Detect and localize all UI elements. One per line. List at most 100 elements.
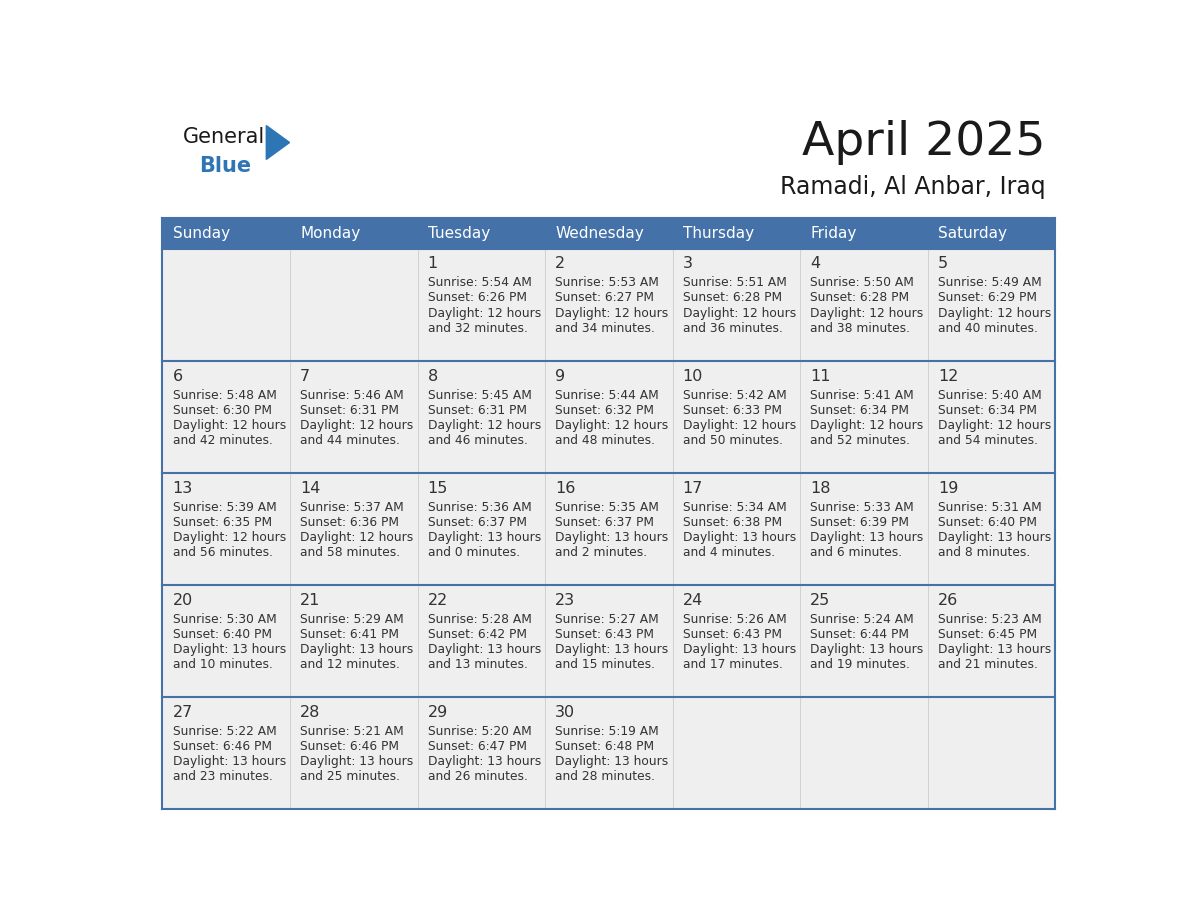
- Text: Sunrise: 5:41 AM: Sunrise: 5:41 AM: [810, 388, 914, 401]
- Text: Ramadi, Al Anbar, Iraq: Ramadi, Al Anbar, Iraq: [781, 175, 1045, 199]
- Text: and 8 minutes.: and 8 minutes.: [937, 545, 1030, 559]
- Text: Daylight: 13 hours: Daylight: 13 hours: [428, 643, 541, 655]
- Text: Sunset: 6:46 PM: Sunset: 6:46 PM: [301, 740, 399, 753]
- Text: Sunset: 6:31 PM: Sunset: 6:31 PM: [301, 404, 399, 417]
- Text: and 42 minutes.: and 42 minutes.: [172, 433, 272, 447]
- Text: Sunrise: 5:24 AM: Sunrise: 5:24 AM: [810, 613, 914, 626]
- Text: Sunset: 6:33 PM: Sunset: 6:33 PM: [683, 404, 782, 417]
- Text: Sunset: 6:34 PM: Sunset: 6:34 PM: [810, 404, 909, 417]
- Text: Daylight: 12 hours: Daylight: 12 hours: [683, 419, 796, 431]
- Text: Friday: Friday: [810, 226, 857, 241]
- Text: and 28 minutes.: and 28 minutes.: [555, 770, 655, 783]
- Text: Sunrise: 5:48 AM: Sunrise: 5:48 AM: [172, 388, 277, 401]
- Text: 8: 8: [428, 368, 438, 384]
- Bar: [163, 585, 1055, 697]
- Text: Sunrise: 5:42 AM: Sunrise: 5:42 AM: [683, 388, 786, 401]
- Text: Sunset: 6:45 PM: Sunset: 6:45 PM: [937, 628, 1037, 641]
- Text: 2: 2: [555, 256, 565, 272]
- Text: 4: 4: [810, 256, 821, 272]
- Text: and 46 minutes.: and 46 minutes.: [428, 433, 527, 447]
- Text: Sunrise: 5:53 AM: Sunrise: 5:53 AM: [555, 276, 659, 289]
- Text: 10: 10: [683, 368, 703, 384]
- Text: and 4 minutes.: and 4 minutes.: [683, 545, 775, 559]
- Text: Daylight: 13 hours: Daylight: 13 hours: [683, 643, 796, 655]
- Text: Daylight: 12 hours: Daylight: 12 hours: [810, 307, 923, 319]
- Text: Daylight: 13 hours: Daylight: 13 hours: [555, 531, 669, 543]
- Text: and 19 minutes.: and 19 minutes.: [810, 658, 910, 671]
- Text: 26: 26: [937, 593, 958, 608]
- Text: Sunrise: 5:40 AM: Sunrise: 5:40 AM: [937, 388, 1042, 401]
- Text: Sunrise: 5:19 AM: Sunrise: 5:19 AM: [555, 725, 659, 738]
- Bar: [290, 218, 417, 249]
- Text: 27: 27: [172, 705, 192, 720]
- Polygon shape: [266, 126, 290, 160]
- Text: 16: 16: [555, 481, 575, 496]
- Bar: [163, 249, 1055, 361]
- Text: Saturday: Saturday: [937, 226, 1006, 241]
- Text: Daylight: 12 hours: Daylight: 12 hours: [172, 531, 286, 543]
- Text: Thursday: Thursday: [683, 226, 754, 241]
- Text: 28: 28: [301, 705, 321, 720]
- Text: 12: 12: [937, 368, 959, 384]
- Text: Sunrise: 5:23 AM: Sunrise: 5:23 AM: [937, 613, 1042, 626]
- Text: and 36 minutes.: and 36 minutes.: [683, 321, 783, 334]
- Text: Sunset: 6:39 PM: Sunset: 6:39 PM: [810, 516, 909, 529]
- Text: Daylight: 12 hours: Daylight: 12 hours: [810, 419, 923, 431]
- Text: Daylight: 13 hours: Daylight: 13 hours: [683, 531, 796, 543]
- Text: and 2 minutes.: and 2 minutes.: [555, 545, 647, 559]
- Text: Sunset: 6:42 PM: Sunset: 6:42 PM: [428, 628, 526, 641]
- Text: Sunset: 6:36 PM: Sunset: 6:36 PM: [301, 516, 399, 529]
- Text: Blue: Blue: [198, 155, 251, 175]
- Text: Sunset: 6:28 PM: Sunset: 6:28 PM: [683, 292, 782, 305]
- Text: Daylight: 12 hours: Daylight: 12 hours: [301, 419, 413, 431]
- Text: Sunset: 6:26 PM: Sunset: 6:26 PM: [428, 292, 526, 305]
- Text: Sunrise: 5:33 AM: Sunrise: 5:33 AM: [810, 500, 914, 514]
- Text: Daylight: 13 hours: Daylight: 13 hours: [428, 755, 541, 768]
- Text: and 23 minutes.: and 23 minutes.: [172, 770, 272, 783]
- Text: Daylight: 12 hours: Daylight: 12 hours: [683, 307, 796, 319]
- Text: and 25 minutes.: and 25 minutes.: [301, 770, 400, 783]
- Text: Sunrise: 5:50 AM: Sunrise: 5:50 AM: [810, 276, 914, 289]
- Text: Sunset: 6:43 PM: Sunset: 6:43 PM: [555, 628, 655, 641]
- Bar: [801, 218, 928, 249]
- Text: Sunset: 6:29 PM: Sunset: 6:29 PM: [937, 292, 1037, 305]
- Text: Sunrise: 5:30 AM: Sunrise: 5:30 AM: [172, 613, 277, 626]
- Text: General: General: [183, 127, 266, 147]
- Text: Sunrise: 5:21 AM: Sunrise: 5:21 AM: [301, 725, 404, 738]
- Text: and 38 minutes.: and 38 minutes.: [810, 321, 910, 334]
- Text: Daylight: 13 hours: Daylight: 13 hours: [172, 643, 286, 655]
- Text: Sunrise: 5:35 AM: Sunrise: 5:35 AM: [555, 500, 659, 514]
- Text: Daylight: 13 hours: Daylight: 13 hours: [810, 643, 923, 655]
- Text: Daylight: 13 hours: Daylight: 13 hours: [555, 643, 669, 655]
- Text: Sunday: Sunday: [172, 226, 229, 241]
- Text: 18: 18: [810, 481, 830, 496]
- Text: Sunset: 6:47 PM: Sunset: 6:47 PM: [428, 740, 526, 753]
- Text: Tuesday: Tuesday: [428, 226, 489, 241]
- Text: Sunrise: 5:28 AM: Sunrise: 5:28 AM: [428, 613, 531, 626]
- Text: Daylight: 13 hours: Daylight: 13 hours: [555, 755, 669, 768]
- Text: and 40 minutes.: and 40 minutes.: [937, 321, 1037, 334]
- Text: Sunrise: 5:27 AM: Sunrise: 5:27 AM: [555, 613, 659, 626]
- Text: 3: 3: [683, 256, 693, 272]
- Bar: [163, 697, 1055, 810]
- Text: Sunset: 6:34 PM: Sunset: 6:34 PM: [937, 404, 1037, 417]
- Text: Sunrise: 5:36 AM: Sunrise: 5:36 AM: [428, 500, 531, 514]
- Text: and 58 minutes.: and 58 minutes.: [301, 545, 400, 559]
- Text: Daylight: 12 hours: Daylight: 12 hours: [937, 419, 1051, 431]
- Text: Sunset: 6:37 PM: Sunset: 6:37 PM: [555, 516, 655, 529]
- Text: and 0 minutes.: and 0 minutes.: [428, 545, 519, 559]
- Text: and 48 minutes.: and 48 minutes.: [555, 433, 655, 447]
- Text: Daylight: 13 hours: Daylight: 13 hours: [172, 755, 286, 768]
- Text: Daylight: 13 hours: Daylight: 13 hours: [428, 531, 541, 543]
- Text: Daylight: 12 hours: Daylight: 12 hours: [301, 531, 413, 543]
- Text: and 6 minutes.: and 6 minutes.: [810, 545, 903, 559]
- Text: Monday: Monday: [301, 226, 360, 241]
- Text: Sunset: 6:40 PM: Sunset: 6:40 PM: [937, 516, 1037, 529]
- Text: and 21 minutes.: and 21 minutes.: [937, 658, 1037, 671]
- Text: Sunrise: 5:22 AM: Sunrise: 5:22 AM: [172, 725, 277, 738]
- Text: 22: 22: [428, 593, 448, 608]
- Text: and 34 minutes.: and 34 minutes.: [555, 321, 655, 334]
- Text: 23: 23: [555, 593, 575, 608]
- Text: Sunset: 6:40 PM: Sunset: 6:40 PM: [172, 628, 272, 641]
- Text: Daylight: 12 hours: Daylight: 12 hours: [555, 307, 669, 319]
